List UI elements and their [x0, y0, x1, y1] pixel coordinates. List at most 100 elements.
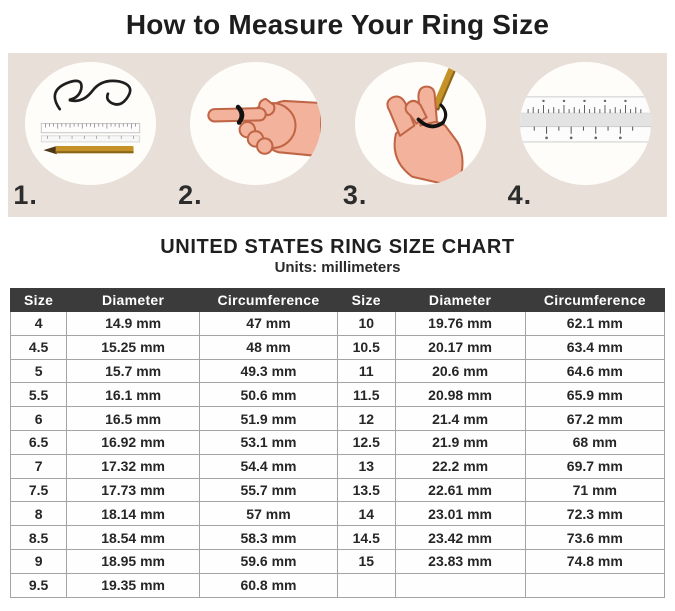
table-cell: 18.14 mm [66, 501, 200, 527]
table-cell: 51.9 mm [198, 406, 338, 432]
table-cell: 15.7 mm [66, 358, 200, 384]
table-row: 9 18.95 mm 59.6 mm 15 23.83 mm 74.8 mm [9, 549, 666, 574]
table-cell: 20.6 mm [394, 358, 526, 384]
chart-title: UNITED STATES RING SIZE CHART [160, 235, 515, 258]
table-cell: 49.3 mm [198, 358, 338, 384]
table-cell: 14.9 mm [66, 311, 200, 336]
table-cell: 54.4 mm [198, 453, 338, 479]
ruler-closeup-icon [519, 62, 651, 185]
table-header-row: Size Diameter Circumference Size Diameter Cir… [9, 288, 666, 313]
column-header: Diameter [66, 288, 200, 313]
table-cell: 59.6 mm [198, 549, 338, 574]
table-row: 9.5 19.35 mm 60.8 mm [9, 572, 666, 598]
column-header: Diameter [394, 288, 526, 313]
table-cell: 17.73 mm [66, 477, 200, 503]
table-cell: 9 [9, 549, 68, 574]
table-cell: 58.3 mm [198, 525, 338, 551]
table-cell: 11.5 [336, 382, 396, 408]
table-cell: 47 mm [198, 311, 338, 336]
table-cell: 18.95 mm [66, 549, 200, 574]
table-cell: 68 mm [524, 430, 666, 455]
table-cell: 7.5 [9, 477, 68, 503]
table-row: 7.5 17.73 mm 55.7 mm 13.5 22.61 mm 71 mm [9, 477, 666, 503]
table-cell: 19.76 mm [394, 311, 526, 336]
column-header: Circumference [524, 288, 666, 313]
table-cell: 14.5 [336, 525, 396, 551]
step-4-number: 4. [507, 179, 533, 210]
pointing-hand-with-ring-icon [190, 62, 322, 185]
table-cell: 23.42 mm [394, 525, 526, 551]
table-cell: 5 [9, 358, 68, 384]
table-cell: 64.6 mm [524, 358, 666, 384]
step-4: 4. [506, 53, 664, 217]
table-cell: 16.5 mm [66, 406, 200, 432]
table-cell: 22.2 mm [394, 453, 526, 479]
table-cell: 57 mm [198, 501, 338, 527]
table-cell: 16.1 mm [66, 382, 200, 408]
table-cell: 21.4 mm [394, 406, 526, 432]
table-cell: 74.8 mm [524, 549, 666, 574]
steps-band: 1. [8, 52, 667, 217]
table-cell: 67.2 mm [524, 406, 666, 432]
table-cell: 5.5 [9, 382, 68, 408]
table-row: 5 15.7 mm 49.3 mm 11 20.6 mm 64.6 mm [9, 358, 666, 384]
table-cell [336, 572, 396, 598]
table-row: 5.5 16.1 mm 50.6 mm 11.5 20.98 mm 65.9 mm [9, 382, 666, 408]
table-cell: 15.25 mm [66, 334, 200, 360]
step-1-circle [25, 61, 157, 185]
step-2-circle [190, 61, 322, 185]
table-cell: 21.9 mm [394, 430, 526, 455]
table-row: 4 14.9 mm 47 mm 10 19.76 mm 62.1 mm [9, 311, 666, 336]
column-header: Size [336, 288, 396, 313]
table-cell: 13 [336, 453, 396, 479]
ring-size-table: Size Diameter Circumference Size Diameter Cir… [9, 288, 666, 598]
table-cell: 14 [336, 501, 396, 527]
table-cell: 10.5 [336, 334, 396, 360]
step-3-number: 3. [342, 179, 368, 210]
step-3: 3. [341, 53, 499, 217]
table-cell: 53.1 mm [198, 430, 338, 455]
step-2: 2. [176, 53, 334, 217]
string-ruler-pencil-icon [25, 62, 156, 185]
table-row: 8 18.14 mm 57 mm 14 23.01 mm 72.3 mm [9, 501, 666, 527]
table-cell: 7 [9, 453, 68, 479]
table-cell: 19.35 mm [66, 572, 200, 598]
table-row: 8.5 18.54 mm 58.3 mm 14.5 23.42 mm 73.6 mm [9, 525, 666, 551]
table-cell: 8.5 [9, 525, 68, 551]
table-row: 4.5 15.25 mm 48 mm 10.5 20.17 mm 63.4 mm [9, 334, 666, 360]
step-2-number: 2. [178, 179, 203, 210]
step-3-circle [354, 61, 486, 185]
table-cell: 12 [336, 406, 396, 432]
step-1-number: 1. [13, 179, 38, 210]
table-cell: 20.98 mm [394, 382, 526, 408]
table-cell: 55.7 mm [198, 477, 338, 503]
table-cell: 71 mm [524, 477, 666, 503]
table-row: 6.5 16.92 mm 53.1 mm 12.5 21.9 mm 68 mm [9, 430, 666, 455]
table-cell: 23.01 mm [394, 501, 526, 527]
table-cell: 13.5 [336, 477, 396, 503]
table-cell: 69.7 mm [524, 453, 666, 479]
hand-with-string-and-pencil-icon [355, 62, 486, 185]
step-1: 1. [11, 53, 169, 217]
chart-subtitle: Units: millimeters [274, 258, 401, 276]
table-wrap: Size Diameter Circumference Size Diameter Cir… [9, 288, 666, 598]
table-cell: 4.5 [9, 334, 68, 360]
table-cell: 72.3 mm [524, 501, 666, 527]
table-cell [524, 572, 666, 598]
column-header: Circumference [198, 288, 338, 313]
table-row: 7 17.32 mm 54.4 mm 13 22.2 mm 69.7 mm [9, 453, 666, 479]
table-cell: 62.1 mm [524, 311, 666, 336]
table-cell: 18.54 mm [66, 525, 200, 551]
table-cell: 63.4 mm [524, 334, 666, 360]
table-cell: 50.6 mm [198, 382, 338, 408]
table-cell: 9.5 [9, 572, 68, 598]
table-cell: 10 [336, 311, 396, 336]
table-cell: 12.5 [336, 430, 396, 455]
table-cell: 6 [9, 406, 68, 432]
table-cell: 22.61 mm [394, 477, 526, 503]
table-cell: 60.8 mm [198, 572, 338, 598]
table-cell: 16.92 mm [66, 430, 200, 455]
table-cell [394, 572, 526, 598]
table-cell: 15 [336, 549, 396, 574]
